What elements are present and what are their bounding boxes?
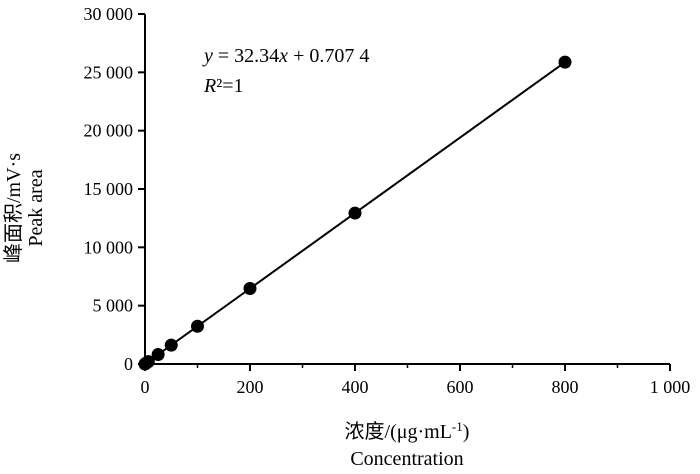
data-point xyxy=(164,338,178,352)
y-axis-ticks: 0 5 000 10 000 15 000 20 000 25 000 30 000 xyxy=(84,4,145,374)
y-axis-subtitle: Peak area xyxy=(25,169,47,246)
y-tick-label: 25 000 xyxy=(84,62,134,82)
data-points xyxy=(138,55,572,371)
y-tick-label: 15 000 xyxy=(84,179,134,199)
y-tick-label: 20 000 xyxy=(84,121,134,141)
x-tick-label: 1 000 xyxy=(650,377,691,397)
y-tick-label: 10 000 xyxy=(84,237,134,257)
y-tick-label: 30 000 xyxy=(84,4,134,24)
x-tick-label: 0 xyxy=(141,377,150,397)
x-tick-label: 800 xyxy=(552,377,579,397)
y-tick-label: 5 000 xyxy=(93,296,134,316)
x-axis-ticks: 0 200 400 600 800 1 000 xyxy=(141,364,691,397)
x-axis-subtitle: Concentration xyxy=(350,448,463,470)
x-tick-label: 600 xyxy=(447,377,474,397)
data-point xyxy=(348,206,362,220)
regression-equation: y = 32.34x + 0.707 4 xyxy=(202,45,369,67)
y-tick-label: 0 xyxy=(124,354,133,374)
r-squared: R²=1 xyxy=(203,75,244,97)
x-tick-label: 200 xyxy=(237,377,264,397)
data-point xyxy=(151,348,165,362)
data-point xyxy=(558,55,572,69)
data-point xyxy=(191,319,204,333)
x-axis-title: 浓度/(μg·mL-1) xyxy=(345,419,470,443)
data-point xyxy=(141,355,155,369)
y-axis-title: 峰面积/mV·s xyxy=(2,153,25,263)
x-tick-label: 400 xyxy=(342,377,369,397)
data-point xyxy=(243,282,257,296)
